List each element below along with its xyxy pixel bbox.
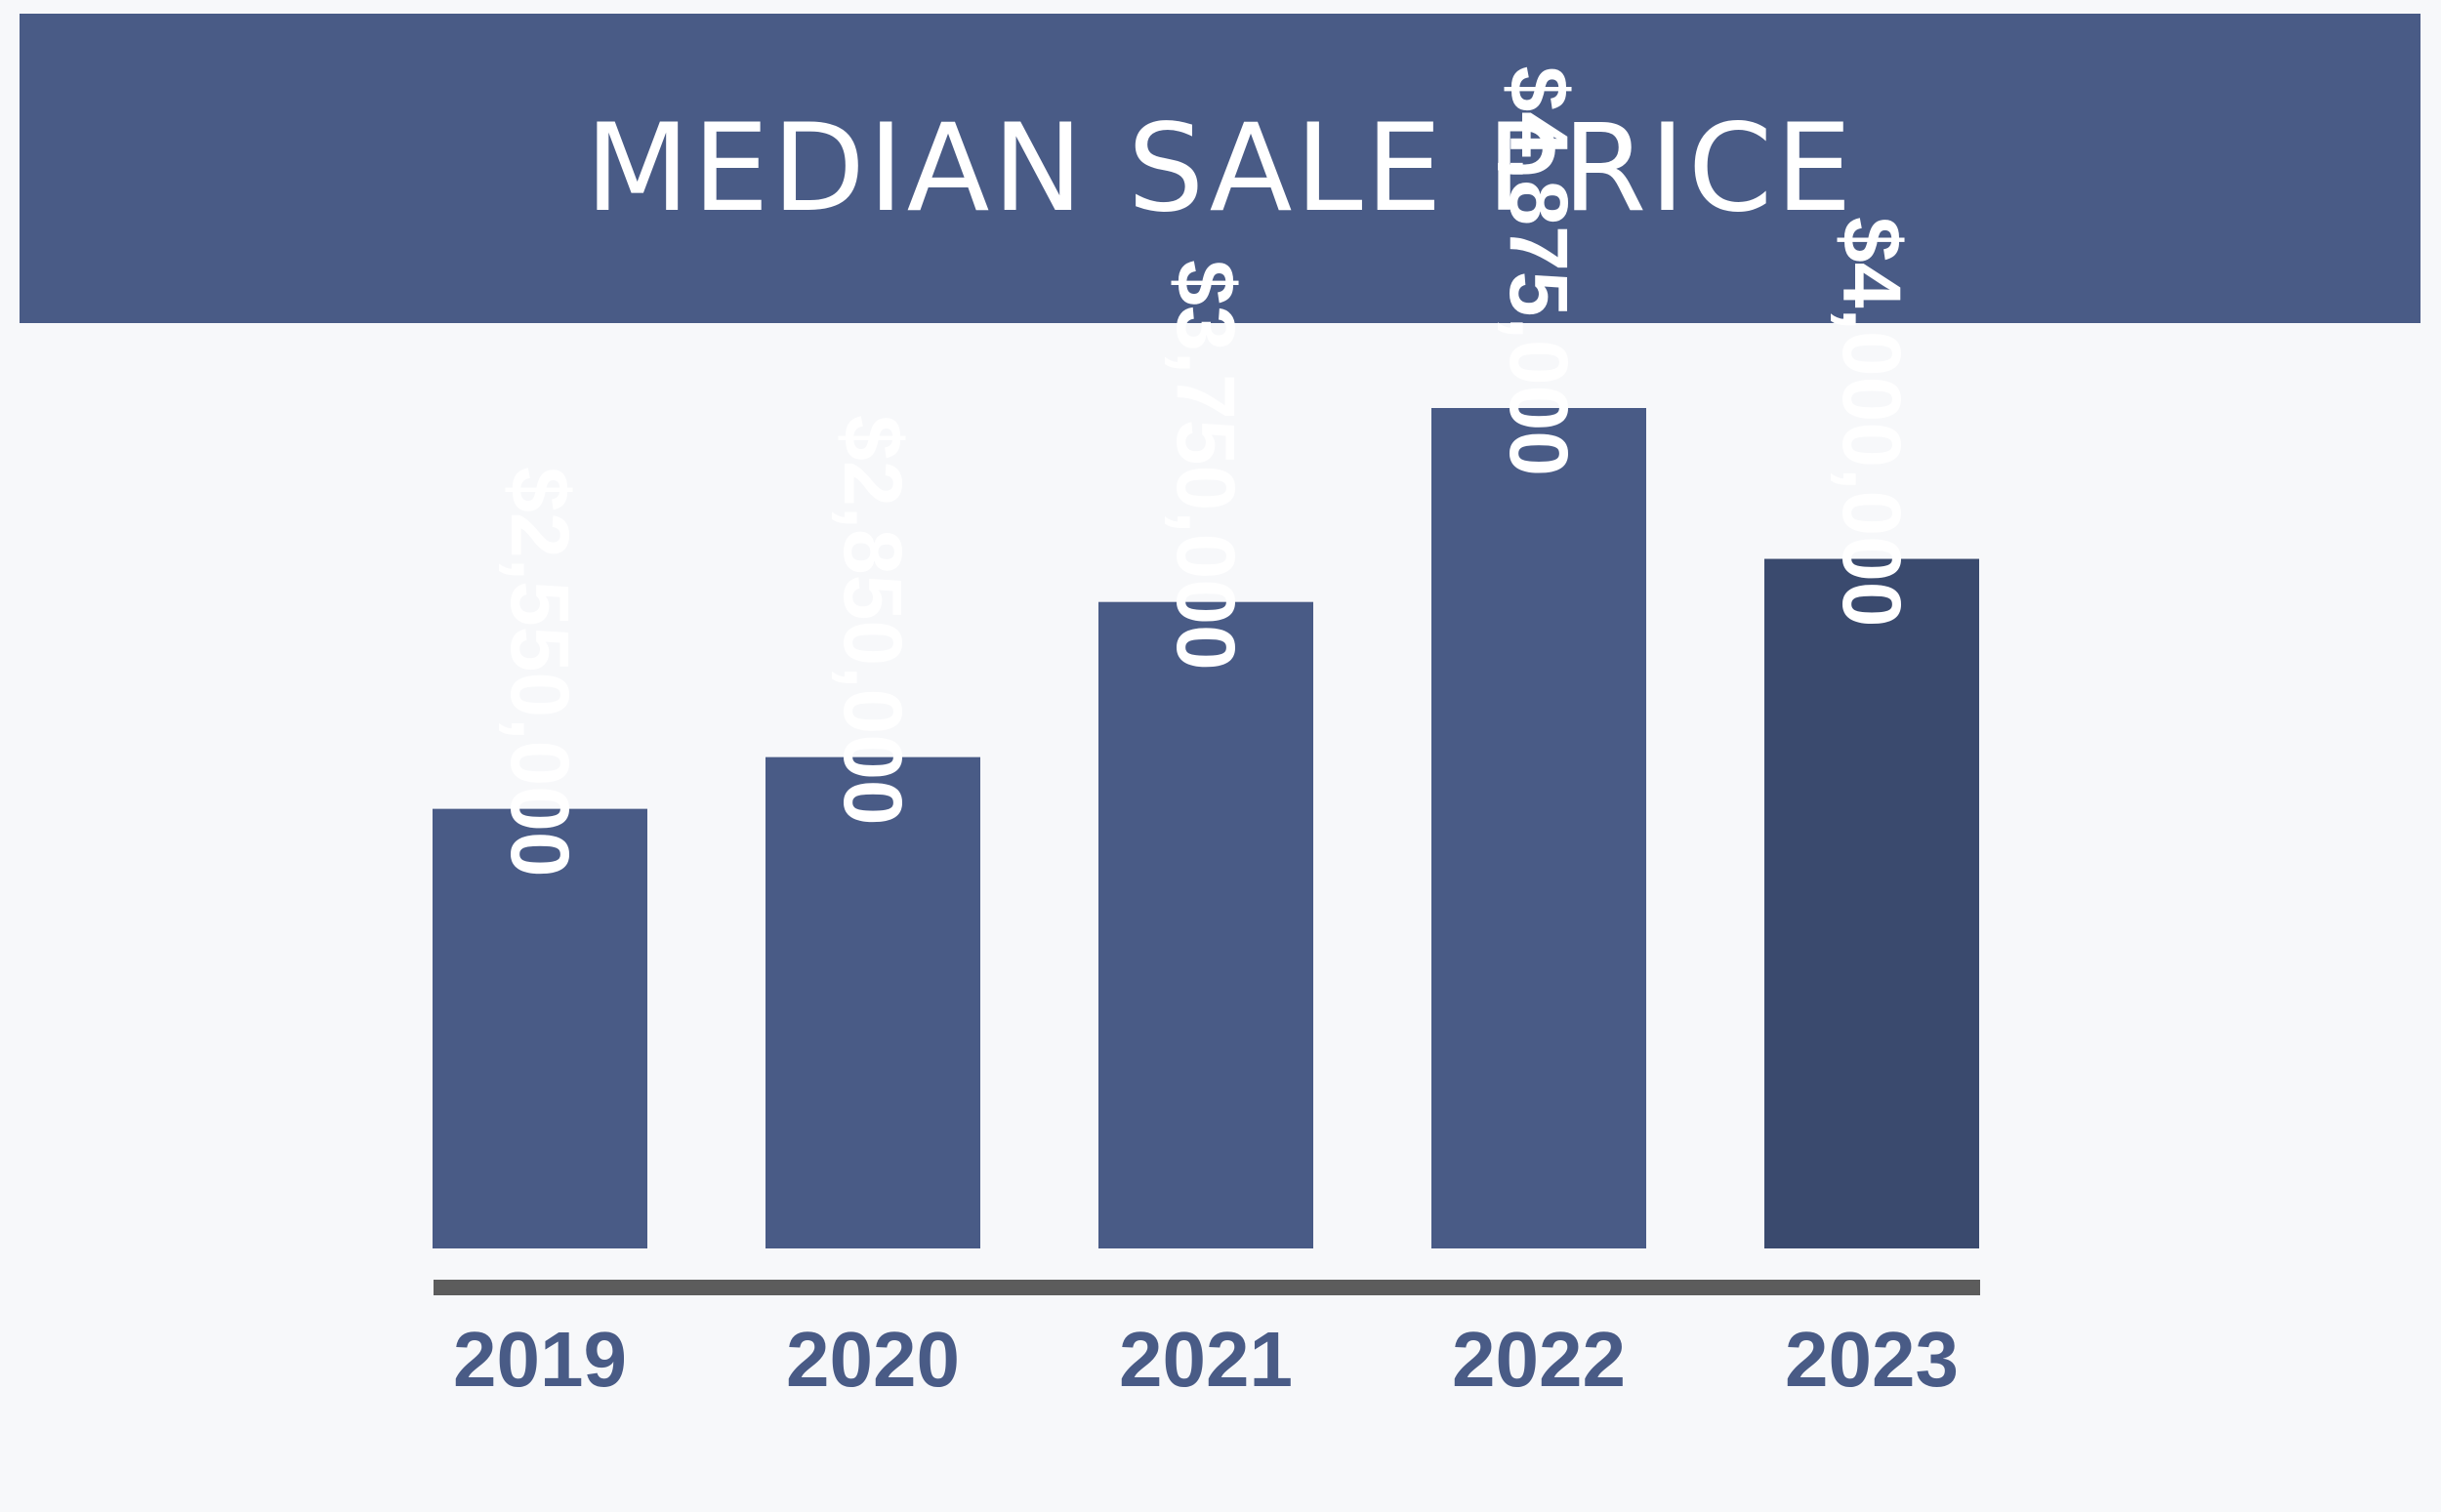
bar-value-label-2021: $3,750,000 xyxy=(1160,260,1252,670)
bar-2022 xyxy=(1431,408,1646,1248)
x-tick-labels-group: 2019 2020 2021 2022 2023 xyxy=(453,1316,1959,1403)
x-tick-label-2020: 2020 xyxy=(786,1316,960,1403)
bar-value-label-2020: $2,850,000 xyxy=(827,415,919,825)
chart-title: MEDIAN SALE PRICE xyxy=(585,98,1855,239)
bar-2020 xyxy=(765,756,980,1248)
bar-value-label-2019: $2,550,000 xyxy=(494,467,586,877)
bar-value-label-2022: $4,875,000 xyxy=(1493,66,1585,476)
x-tick-label-2021: 2021 xyxy=(1119,1316,1293,1403)
bar-value-label-2023: $4,000,000 xyxy=(1826,217,1918,627)
bar-2019 xyxy=(433,808,647,1248)
bar-2023 xyxy=(1764,558,1979,1248)
bars-group xyxy=(433,408,1979,1248)
x-tick-label-2019: 2019 xyxy=(453,1316,627,1403)
x-tick-label-2022: 2022 xyxy=(1452,1316,1626,1403)
bar-labels-group: $2,550,000 $2,850,000 $3,750,000 $4,875,000… xyxy=(494,66,1918,878)
x-tick-label-2023: 2023 xyxy=(1785,1316,1959,1403)
chart-header: MEDIAN SALE PRICE xyxy=(20,14,2420,323)
bar-2021 xyxy=(1098,601,1313,1248)
